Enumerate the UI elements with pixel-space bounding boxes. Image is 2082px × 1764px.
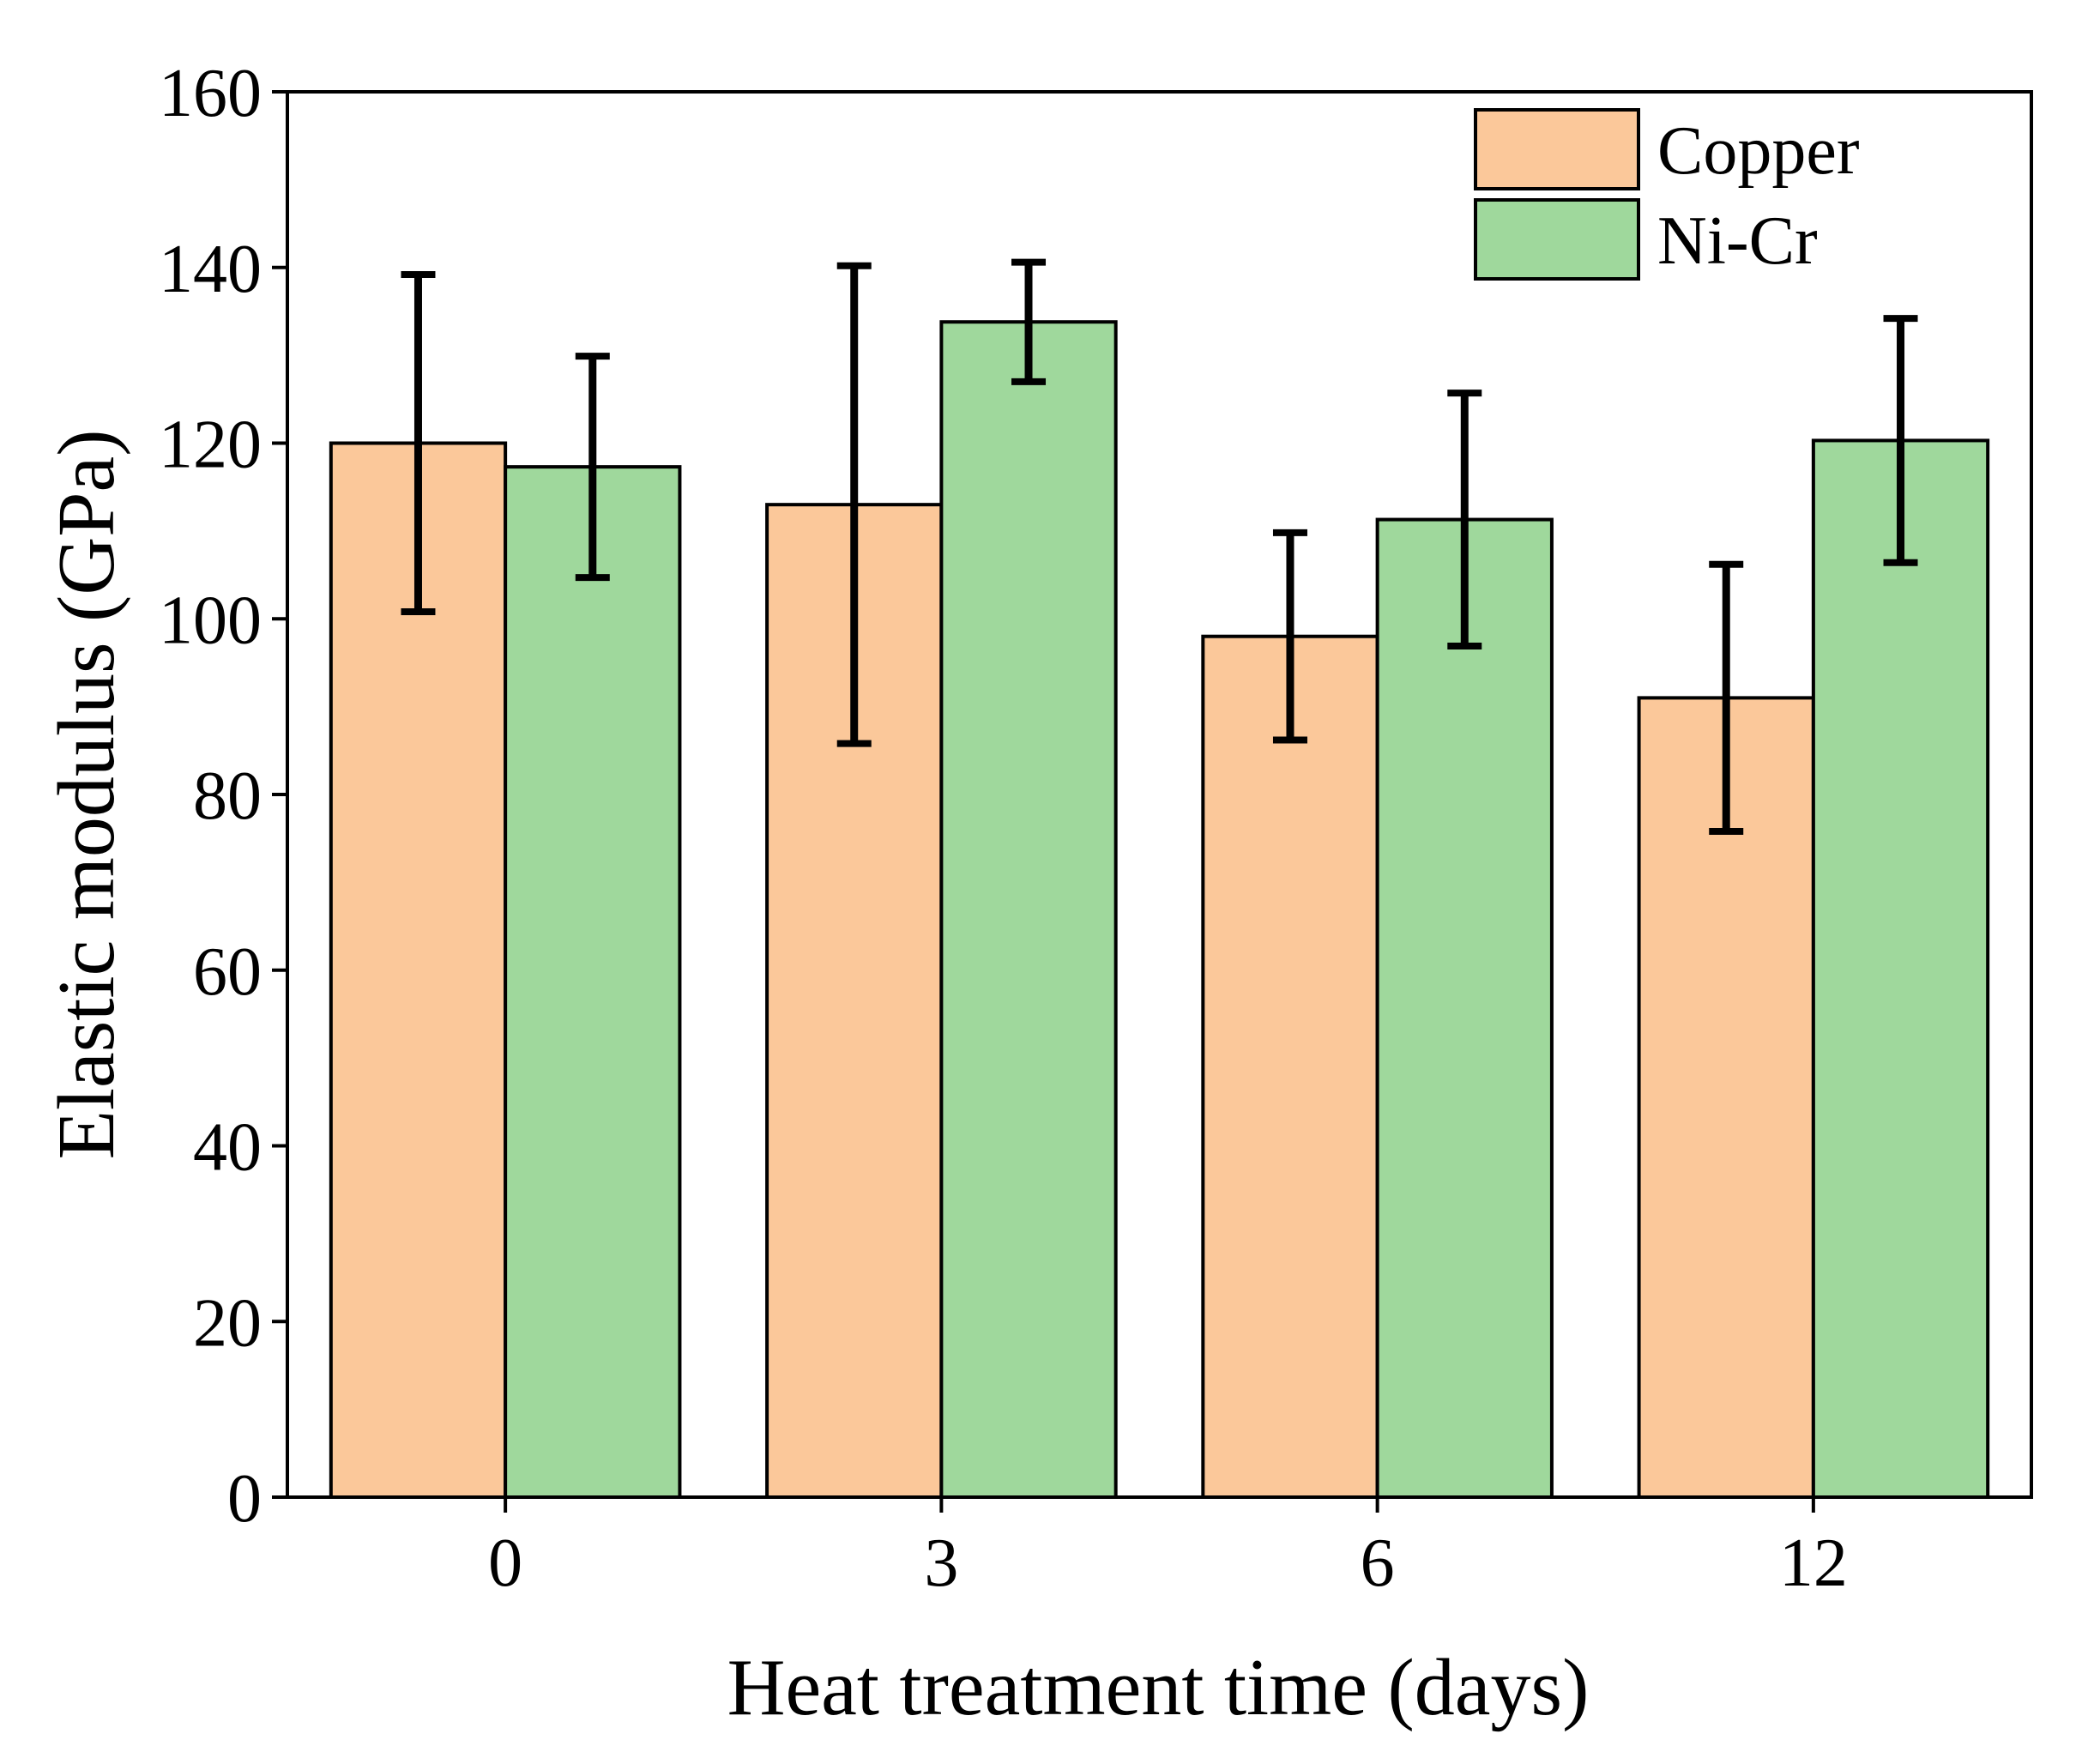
- y-tick-label: 140: [159, 232, 262, 307]
- bars-layer: [329, 320, 1990, 1500]
- bar-ni-cr-12: [1811, 438, 1990, 1500]
- y-axis: 0 20 40 60 80 100 120 140 160: [159, 56, 287, 1537]
- legend-swatch-copper: [1474, 108, 1640, 190]
- bar-copper-0: [329, 441, 508, 1499]
- y-tick-label: 0: [227, 1461, 262, 1537]
- y-tick-label: 40: [193, 1110, 262, 1186]
- bar-ni-cr-0: [504, 465, 682, 1499]
- legend-label-copper: Copper: [1657, 113, 1860, 189]
- legend: Copper Ni-Cr: [1474, 108, 1860, 281]
- bar-ni-cr-3: [939, 320, 1118, 1499]
- legend-label-ni-cr: Ni-Cr: [1657, 203, 1818, 279]
- x-axis: 0 3 6 12: [488, 1497, 1848, 1601]
- x-tick-label: 0: [488, 1525, 522, 1601]
- y-tick-label: 20: [193, 1285, 262, 1361]
- x-axis-title: Heat treatment time (days): [727, 1643, 1590, 1732]
- bar-copper-6: [1201, 634, 1379, 1499]
- y-tick-label: 100: [159, 583, 262, 658]
- y-tick-label: 60: [193, 934, 262, 1010]
- y-tick-label: 120: [159, 408, 262, 483]
- bar-ni-cr-6: [1375, 517, 1554, 1499]
- x-tick-label: 6: [1361, 1525, 1395, 1601]
- x-tick-label: 12: [1779, 1525, 1848, 1601]
- y-axis-title: Elastic modulus (GPa): [42, 429, 131, 1159]
- error-bars-layer: [401, 258, 1918, 835]
- legend-swatch-ni-cr: [1474, 198, 1640, 281]
- y-tick-label: 160: [159, 56, 262, 131]
- x-tick-label: 3: [924, 1525, 958, 1601]
- y-tick-label: 80: [193, 758, 262, 834]
